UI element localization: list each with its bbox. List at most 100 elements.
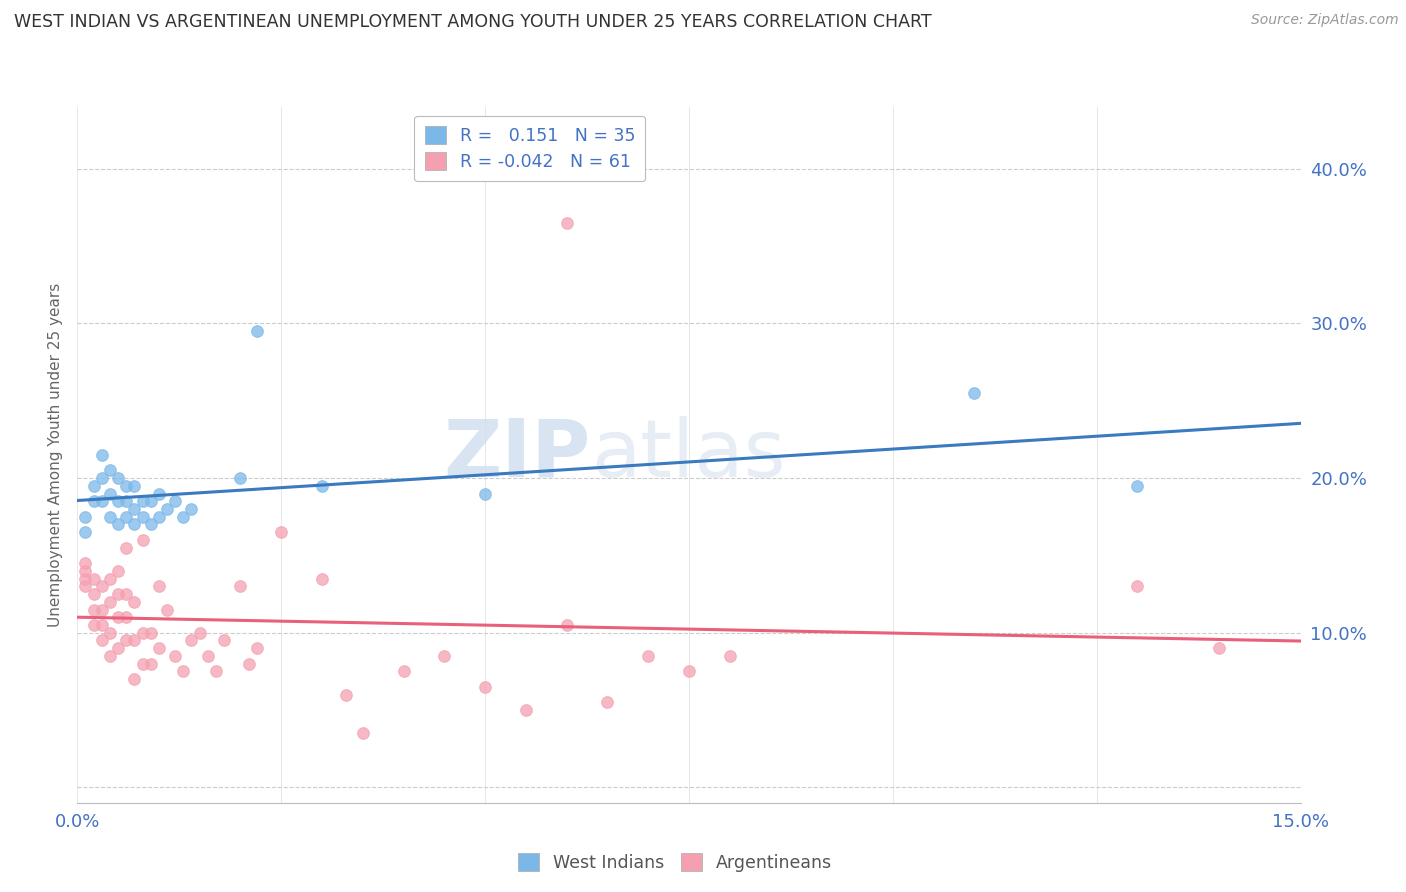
Point [124,479,146,493]
Text: atlas: atlas [591,416,786,494]
Point [83,602,105,616]
Point [131,625,153,640]
Point [148,486,170,500]
Point [107,564,129,578]
Point [474,680,496,694]
Point [180,633,202,648]
Text: ZIP: ZIP [444,416,591,494]
Point [197,648,219,663]
Point [515,703,537,717]
Point [246,641,269,656]
Point [98,509,121,524]
Point [90,471,112,485]
Point [718,648,741,663]
Point [98,625,121,640]
Point [75,556,97,570]
Point [83,572,105,586]
Point [131,533,153,547]
Point [115,494,138,508]
Point [555,216,578,230]
Point [75,579,97,593]
Point [172,665,194,679]
Point [139,657,162,671]
Point [124,595,146,609]
Point [352,726,374,740]
Point [115,587,138,601]
Point [107,517,129,532]
Point [75,564,97,578]
Point [115,610,138,624]
Text: WEST INDIAN VS ARGENTINEAN UNEMPLOYMENT AMONG YOUTH UNDER 25 YEARS CORRELATION C: WEST INDIAN VS ARGENTINEAN UNEMPLOYMENT … [14,13,932,31]
Point [98,486,121,500]
Point [75,525,97,540]
Point [229,471,252,485]
Point [246,324,269,338]
Point [83,479,105,493]
Point [98,572,121,586]
Point [474,486,496,500]
Point [107,471,129,485]
Point [148,641,170,656]
Point [83,494,105,508]
Point [139,517,162,532]
Point [238,657,260,671]
Point [107,494,129,508]
Point [212,633,235,648]
Point [188,625,211,640]
Point [131,657,153,671]
Point [963,386,986,401]
Point [270,525,292,540]
Point [1208,641,1230,656]
Point [433,648,456,663]
Point [139,625,162,640]
Point [229,579,252,593]
Point [1126,579,1149,593]
Point [90,494,112,508]
Point [115,509,138,524]
Point [311,572,333,586]
Point [90,579,112,593]
Point [131,494,153,508]
Point [124,502,146,516]
Point [637,648,659,663]
Text: Source: ZipAtlas.com: Source: ZipAtlas.com [1251,13,1399,28]
Point [90,618,112,632]
Point [392,665,415,679]
Point [311,479,333,493]
Point [90,633,112,648]
Point [107,587,129,601]
Point [180,502,202,516]
Point [165,494,187,508]
Point [148,579,170,593]
Point [148,509,170,524]
Point [115,633,138,648]
Point [107,641,129,656]
Point [107,610,129,624]
Point [335,688,357,702]
Point [75,572,97,586]
Point [139,494,162,508]
Point [75,509,97,524]
Point [1126,479,1149,493]
Point [131,509,153,524]
Point [156,502,179,516]
Point [83,618,105,632]
Point [115,541,138,555]
Point [156,602,179,616]
Point [90,602,112,616]
Point [124,633,146,648]
Legend: R =   0.151   N = 35, R = -0.042   N = 61: R = 0.151 N = 35, R = -0.042 N = 61 [415,116,645,181]
Point [596,695,619,709]
Point [115,479,138,493]
Y-axis label: Unemployment Among Youth under 25 years: Unemployment Among Youth under 25 years [48,283,63,627]
Point [98,595,121,609]
Point [165,648,187,663]
Point [172,509,194,524]
Point [555,618,578,632]
Point [83,587,105,601]
Point [90,448,112,462]
Point [205,665,228,679]
Point [124,517,146,532]
Point [98,648,121,663]
Point [678,665,700,679]
